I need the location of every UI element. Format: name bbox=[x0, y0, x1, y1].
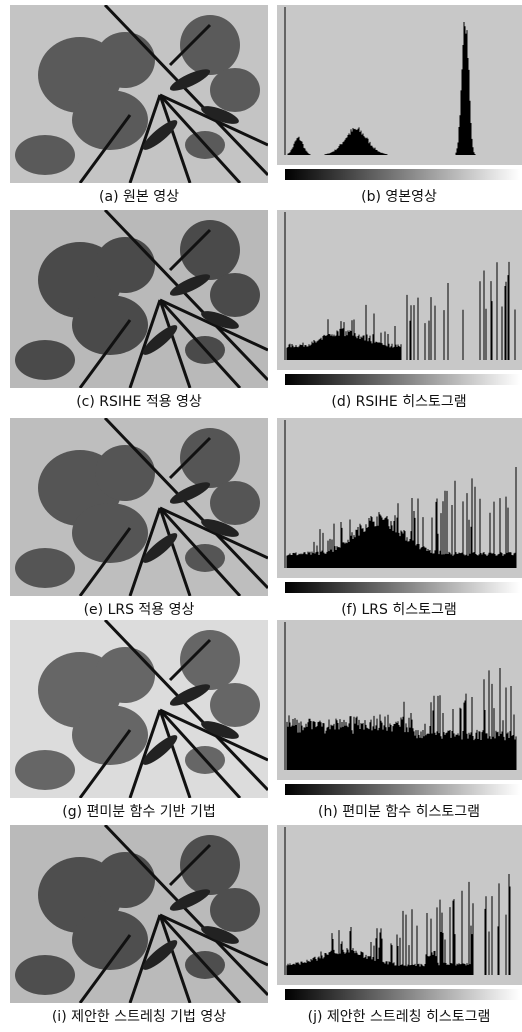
caption: (h) 편미분 함수 히스토그램 bbox=[318, 804, 480, 820]
caption: (b) 영본영상 bbox=[361, 189, 437, 205]
photo bbox=[10, 418, 268, 596]
caption: (g) 편미분 함수 기반 기법 bbox=[62, 804, 216, 820]
intensity-bar bbox=[285, 374, 520, 385]
intensity-bar bbox=[285, 582, 520, 593]
panel-grid: (a) 원본 영상 (b) 영본영상 (c) RSIHE 적용 영상 (d) RSIH… bbox=[10, 5, 522, 1025]
photo bbox=[10, 210, 268, 388]
caption: (e) LRS 적용 영상 bbox=[84, 602, 195, 618]
caption: (c) RSIHE 적용 영상 bbox=[76, 394, 202, 410]
intensity-bar bbox=[285, 989, 520, 1000]
caption: (d) RSIHE 히스토그램 bbox=[331, 394, 466, 410]
intensity-bar bbox=[285, 169, 520, 180]
caption: (a) 원본 영상 bbox=[99, 189, 179, 205]
caption: (j) 제안한 스트레칭 히스토그램 bbox=[308, 1009, 491, 1025]
photo bbox=[10, 825, 268, 1003]
caption: (i) 제안한 스트레칭 기법 영상 bbox=[52, 1009, 226, 1025]
figure: (a) 원본 영상 (b) 영본영상 (c) RSIHE 적용 영상 (d) RSIH… bbox=[0, 0, 522, 1032]
photo bbox=[10, 620, 268, 798]
histogram-panel bbox=[277, 5, 522, 165]
photo bbox=[10, 5, 268, 183]
caption: (f) LRS 히스토그램 bbox=[341, 602, 457, 618]
intensity-bar bbox=[285, 784, 520, 795]
